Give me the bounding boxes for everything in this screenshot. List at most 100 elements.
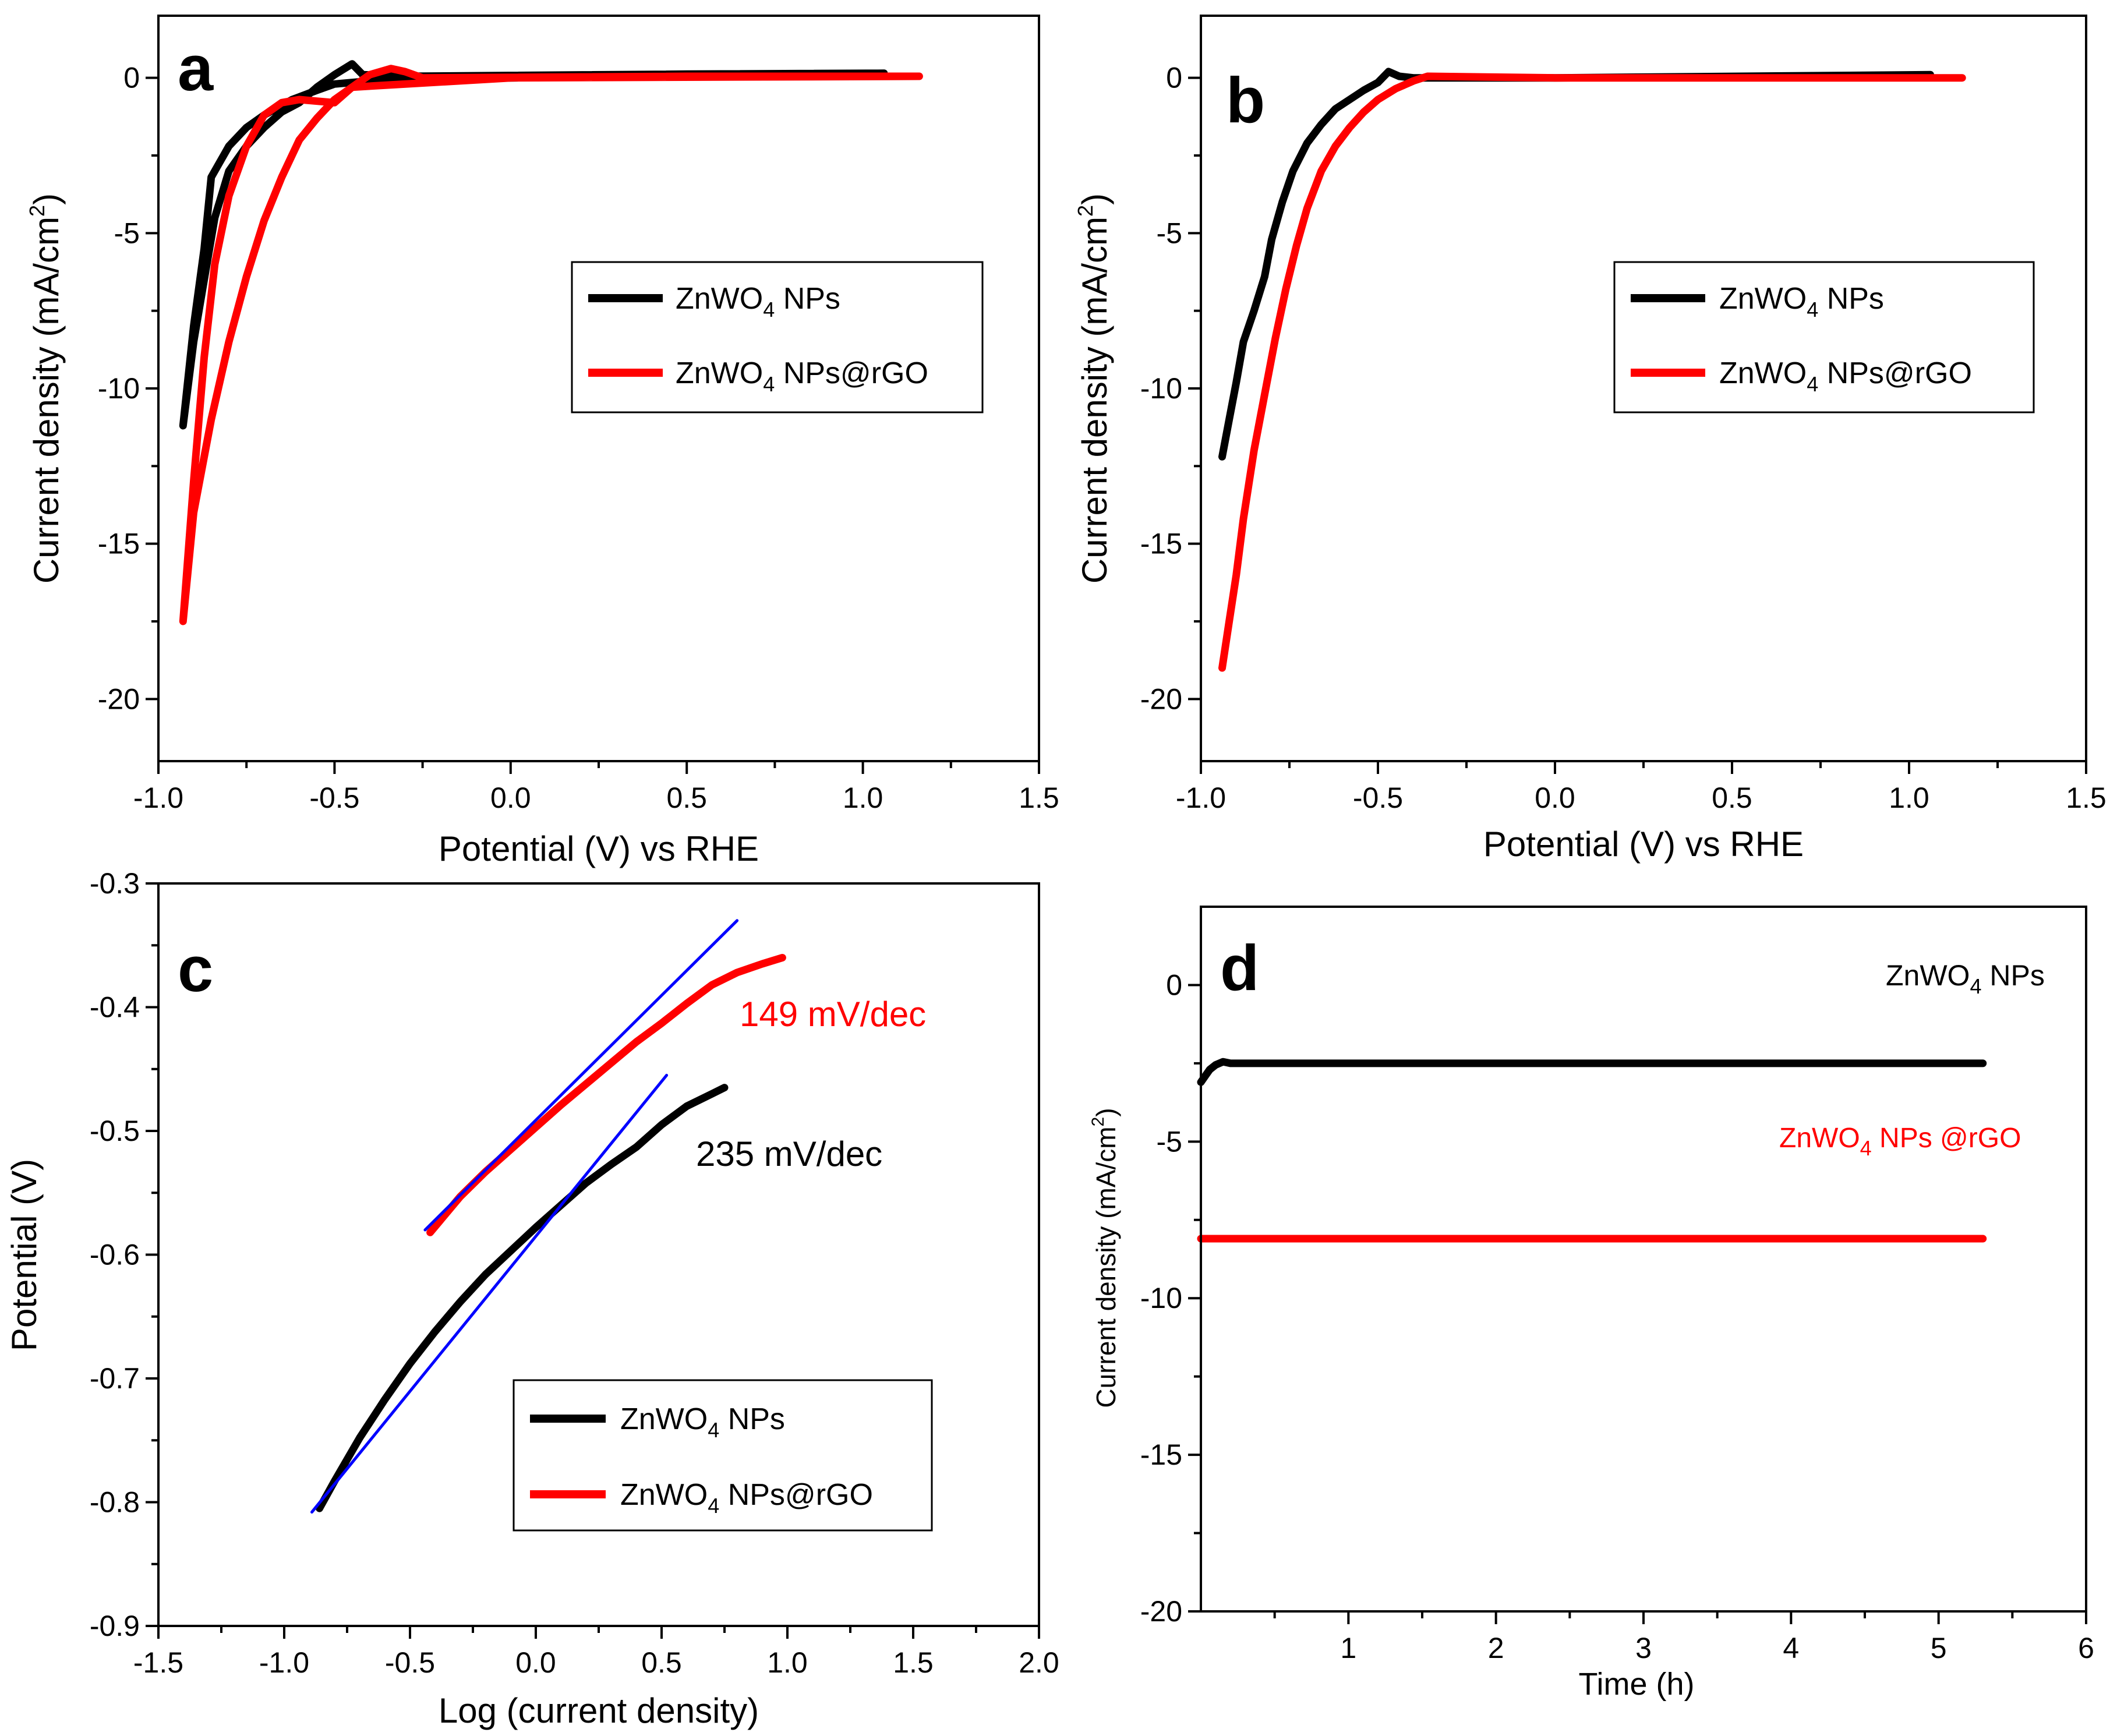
panel-b-y-ticks: 0 -5 -10 -15 -20 <box>1140 62 1201 715</box>
panel-b-y-axis-label: Current density (mA/cm2) <box>1073 193 1114 584</box>
panel-a-x-tick-label: -1.0 <box>133 782 183 814</box>
panel-a-y-axis-label: Current density (mA/cm2) <box>25 193 66 584</box>
panel-c-legend-label-2: ZnWO4 NPs@rGO <box>620 1478 873 1518</box>
panel-d-y-tick-label: -10 <box>1140 1282 1182 1314</box>
panel-d-y-tick-label: -5 <box>1157 1125 1182 1158</box>
panel-c-y-tick-label: -0.9 <box>90 1610 140 1642</box>
panel-a-x-ticks: -1.0 -0.5 0.0 0.5 1.0 1.5 <box>133 761 1059 814</box>
panel-a-y-tick-label: -15 <box>98 528 140 560</box>
panel-d-x-tick-label: 1 <box>1340 1632 1356 1664</box>
panel-b-legend-label-2: ZnWO4 NPs@rGO <box>1719 356 1972 396</box>
panel-d-plot-frame <box>1200 906 2087 1613</box>
panel-a-legend: ZnWO4 NPs ZnWO4 NPs@rGO <box>571 261 984 413</box>
panel-d-label-zno-rgo: ZnWO4 NPs @rGO <box>1779 1123 2021 1160</box>
panel-a-x-axis-label: Potential (V) vs RHE <box>439 829 759 868</box>
panel-a-legend-label-2: ZnWO4 NPs@rGO <box>676 356 928 396</box>
panel-c-x-tick-label: -1.5 <box>133 1646 183 1679</box>
panel-a-y-axis-label-close: ) <box>27 193 66 205</box>
panel-d-series-0 <box>1197 1058 1987 1086</box>
panel-c-y-ticks: -0.3 -0.4 -0.5 -0.6 -0.7 -0.8 -0.9 <box>90 867 158 1642</box>
panel-c-y-tick-label: -0.6 <box>90 1239 140 1271</box>
panel-d-y-axis-label-main: Current density (mA/cm <box>1091 1126 1121 1408</box>
panel-b-series-0 <box>1218 68 1934 461</box>
panel-a-legend-label-1: ZnWO4 NPs <box>676 282 840 321</box>
panel-c-annotation-149: 149 mV/dec <box>740 995 926 1034</box>
panel-c-series-fit-2 <box>310 1073 669 1514</box>
panel-c-y-tick-label: -0.4 <box>90 991 140 1024</box>
panel-b-y-tick-label: 0 <box>1166 62 1182 94</box>
panel-b-y-tick-label: -10 <box>1140 372 1182 405</box>
panel-b: -1.0 -0.5 0.0 0.5 1.0 1.5 0 -5 -10 -15 -20 b Pote… <box>1073 15 2107 864</box>
panel-a-x-tick-label: 1.0 <box>843 782 883 814</box>
panel-b-x-tick-label: 0.5 <box>1712 782 1752 814</box>
panel-b-letter: b <box>1226 65 1265 136</box>
panel-b-y-tick-label: -5 <box>1157 217 1182 249</box>
panel-c-series-fit-3 <box>423 919 739 1232</box>
panel-a-legend-box <box>571 261 984 413</box>
panel-a-y-tick-label: 0 <box>123 62 140 94</box>
panel-d-letter: d <box>1220 932 1259 1004</box>
panel-b-series-layer <box>1218 68 1966 672</box>
panel-d-x-ticks: 1 2 3 4 5 6 <box>1273 1611 2094 1664</box>
panel-c-x-tick-label: -1.0 <box>259 1646 309 1679</box>
panel-d-y-axis-label-sup: 2 <box>1088 1117 1108 1127</box>
panel-d: 1 2 3 4 5 6 0 -5 -10 -15 -20 d Time (h) Current d… <box>1088 906 2094 1702</box>
panel-c-y-tick-label: -0.5 <box>90 1115 140 1147</box>
panel-b-series-1 <box>1218 72 1966 672</box>
panel-a-y-tick-label: -20 <box>98 683 140 715</box>
panel-c-annotation-235: 235 mV/dec <box>696 1134 882 1173</box>
panel-d-y-tick-label: -20 <box>1140 1595 1182 1628</box>
panel-a-series-1 <box>179 65 923 625</box>
panel-b-legend-box <box>1613 261 2035 413</box>
panel-c-legend: ZnWO4 NPs ZnWO4 NPs@rGO <box>513 1379 933 1532</box>
panel-c-series-1 <box>426 954 786 1236</box>
panel-b-y-tick-label: -20 <box>1140 683 1182 715</box>
panel-d-x-tick-label: 5 <box>1931 1632 1947 1664</box>
panel-c-y-tick-label: -0.3 <box>90 867 140 900</box>
panel-d-x-tick-label: 2 <box>1488 1632 1504 1664</box>
panel-a-series-layer <box>179 60 923 625</box>
panel-a-letter: a <box>178 33 214 104</box>
panel-d-x-tick-label: 3 <box>1635 1632 1652 1664</box>
panel-c-series-0 <box>316 1084 729 1512</box>
panel-a-y-axis-label-sup: 2 <box>25 205 49 217</box>
panel-d-y-tick-label: 0 <box>1166 968 1182 1001</box>
panel-a-y-axis-label-main: Current density (mA/cm <box>27 217 66 584</box>
panel-b-x-ticks: -1.0 -0.5 0.0 0.5 1.0 1.5 <box>1176 761 2107 814</box>
panel-b-x-tick-label: 1.5 <box>2066 782 2107 814</box>
panel-b-y-axis-label-close: ) <box>1075 193 1114 205</box>
panel-b-x-tick-label: 0.0 <box>1535 782 1575 814</box>
panel-a-x-tick-label: -0.5 <box>309 782 359 814</box>
panel-d-y-axis-label-close: ) <box>1091 1108 1121 1116</box>
panel-b-legend-label-1: ZnWO4 NPs <box>1719 282 1884 321</box>
panel-c-x-tick-label: 2.0 <box>1019 1646 1059 1679</box>
panel-c-x-tick-label: 0.0 <box>515 1646 556 1679</box>
panel-d-x-tick-label: 4 <box>1783 1632 1799 1664</box>
panel-c-legend-box <box>513 1379 933 1532</box>
panel-b-x-tick-label: 1.0 <box>1889 782 1929 814</box>
panel-d-x-axis-label: Time (h) <box>1579 1667 1695 1702</box>
panel-c-legend-label-1: ZnWO4 NPs <box>620 1402 785 1442</box>
panel-b-y-axis-label-main: Current density (mA/cm <box>1075 217 1114 584</box>
panel-c: -1.5 -1.0 -0.5 0.0 0.5 1.0 1.5 2.0 -0.3 -0.4 -0.5… <box>5 867 1059 1730</box>
panel-b-x-tick-label: -1.0 <box>1176 782 1226 814</box>
panel-b-y-tick-label: -15 <box>1140 528 1182 560</box>
panel-d-x-tick-label: 6 <box>2078 1632 2094 1664</box>
panel-b-y-axis-label-sup: 2 <box>1073 205 1097 217</box>
panel-b-legend: ZnWO4 NPs ZnWO4 NPs@rGO <box>1613 261 2035 413</box>
panel-b-x-tick-label: -0.5 <box>1353 782 1403 814</box>
panel-c-x-tick-label: -0.5 <box>385 1646 435 1679</box>
panel-a: -1.0 -0.5 0.0 0.5 1.0 1.5 0 -5 -10 -15 -20 a Pote… <box>25 15 1059 868</box>
panel-a-y-tick-label: -5 <box>114 217 140 249</box>
panel-a-x-tick-label: 1.5 <box>1019 782 1059 814</box>
panel-c-y-axis-label: Potential (V) <box>5 1159 44 1351</box>
panel-c-series-layer <box>310 919 786 1514</box>
panel-d-y-axis-label: Current density (mA/cm2) <box>1088 1108 1121 1408</box>
panel-c-letter: c <box>178 934 213 1005</box>
panel-c-x-tick-label: 1.5 <box>893 1646 934 1679</box>
panel-c-x-axis-label: Log (current density) <box>439 1691 759 1730</box>
panel-d-label-zno: ZnWO4 NPs <box>1886 959 2045 998</box>
panel-b-x-axis-label: Potential (V) vs RHE <box>1483 825 1804 864</box>
panel-a-x-tick-label: 0.0 <box>490 782 531 814</box>
